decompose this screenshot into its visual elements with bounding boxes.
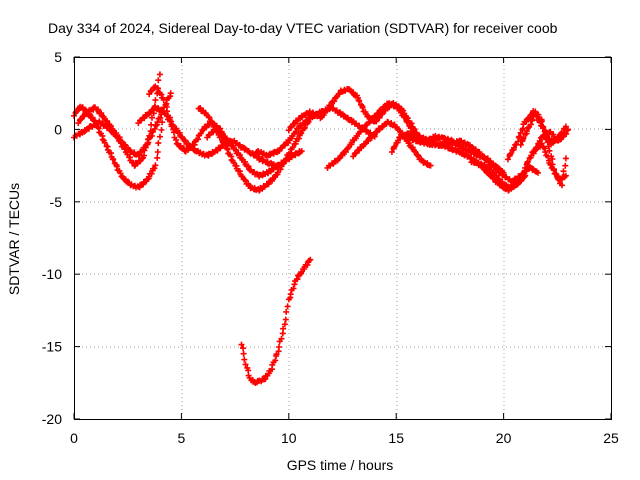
series-pass-16 — [468, 157, 529, 191]
series-pass-20 — [530, 126, 571, 157]
x-tick-label: 5 — [178, 430, 186, 446]
y-tick-label: -10 — [42, 266, 62, 282]
series-pass-19 — [522, 140, 569, 183]
y-tick-label: 5 — [54, 49, 62, 65]
chart-title: Day 334 of 2024, Sidereal Day-to-day VTE… — [48, 20, 558, 36]
x-tick-label: 0 — [70, 430, 78, 446]
x-tick-label: 25 — [603, 430, 619, 446]
y-tick-label: -20 — [42, 411, 62, 427]
series-pass-8 — [238, 256, 314, 386]
y-tick-label: -5 — [50, 194, 63, 210]
y-axis-label: SDTVAR / TECUs — [6, 183, 22, 295]
x-tick-label: 15 — [388, 430, 404, 446]
y-tick-label: -15 — [42, 339, 62, 355]
x-tick-label: 10 — [281, 430, 297, 446]
data-marks — [71, 71, 571, 386]
series-pass-2 — [71, 71, 163, 169]
y-tick-label: 0 — [54, 121, 62, 137]
grid — [74, 57, 611, 419]
x-axis: 0 5 10 15 20 25 — [70, 57, 619, 446]
series-pass-14 — [403, 134, 541, 185]
y-axis: 5 0 -5 -10 -15 -20 — [42, 49, 611, 427]
x-tick-label: 20 — [496, 430, 512, 446]
plot-frame — [74, 57, 612, 420]
x-axis-label: GPS time / hours — [287, 457, 394, 473]
series-pass-7 — [204, 126, 305, 180]
series-pass-3 — [75, 90, 174, 159]
